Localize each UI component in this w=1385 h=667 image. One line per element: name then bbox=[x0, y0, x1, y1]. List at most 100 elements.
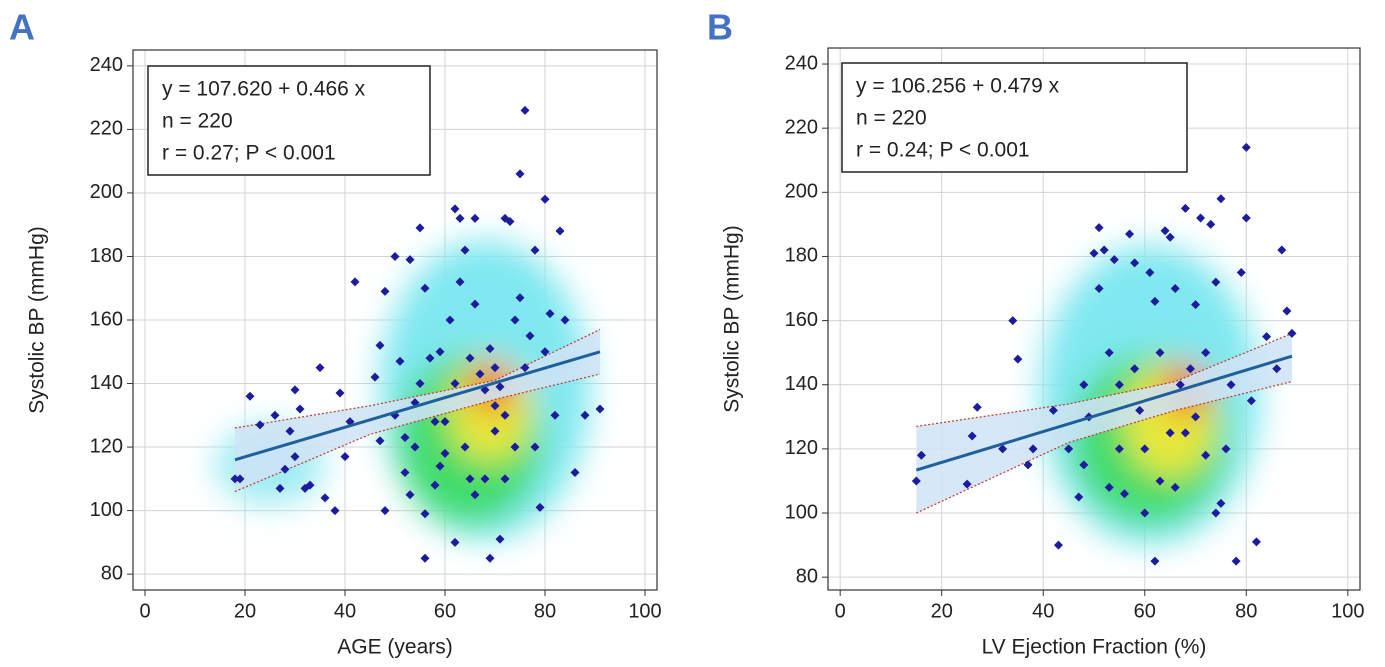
x-tick-label: 0 bbox=[139, 600, 150, 622]
data-point bbox=[470, 213, 480, 223]
data-point bbox=[1104, 482, 1114, 492]
data-point bbox=[555, 226, 565, 236]
data-point bbox=[1119, 489, 1129, 499]
data-point bbox=[405, 490, 415, 500]
x-tick-label: 80 bbox=[534, 600, 556, 622]
data-point bbox=[465, 353, 475, 363]
confidence-limit bbox=[916, 332, 1293, 428]
data-point bbox=[415, 379, 425, 389]
y-tick-label: 80 bbox=[101, 562, 123, 584]
data-point bbox=[450, 204, 460, 214]
y-tick-label: 240 bbox=[90, 54, 123, 76]
data-point bbox=[911, 476, 921, 486]
data-point bbox=[430, 417, 440, 427]
y-tick-label: 140 bbox=[90, 372, 123, 394]
data-point bbox=[465, 474, 475, 484]
x-tick-label: 40 bbox=[1032, 600, 1054, 622]
data-point bbox=[490, 401, 500, 411]
data-point bbox=[280, 464, 290, 474]
plot-area bbox=[133, 50, 657, 590]
y-tick-label: 200 bbox=[785, 181, 818, 203]
y-tick-label: 220 bbox=[785, 116, 818, 138]
data-point bbox=[455, 277, 465, 287]
data-point bbox=[1053, 540, 1063, 550]
data-point bbox=[1277, 245, 1287, 255]
data-point bbox=[1221, 444, 1231, 454]
data-point bbox=[455, 213, 465, 223]
data-point bbox=[1104, 348, 1114, 358]
data-point bbox=[275, 483, 285, 493]
data-point bbox=[375, 340, 385, 350]
data-point bbox=[1165, 428, 1175, 438]
data-point bbox=[450, 379, 460, 389]
data-point bbox=[1160, 226, 1170, 236]
data-point bbox=[440, 417, 450, 427]
annotation-text: y = 106.256 + 0.479 x bbox=[856, 75, 1060, 98]
y-tick-label: 120 bbox=[785, 437, 818, 459]
data-point bbox=[340, 452, 350, 462]
data-point bbox=[1191, 300, 1201, 310]
data-point bbox=[998, 444, 1008, 454]
data-point bbox=[1180, 428, 1190, 438]
x-tick-label: 0 bbox=[835, 600, 846, 622]
data-point bbox=[380, 506, 390, 516]
y-tick-label: 120 bbox=[90, 435, 123, 457]
data-point bbox=[1140, 444, 1150, 454]
data-point bbox=[595, 404, 605, 414]
plot-frame bbox=[132, 49, 658, 591]
data-point bbox=[1165, 232, 1175, 242]
y-tick-label: 180 bbox=[785, 245, 818, 267]
data-point bbox=[510, 442, 520, 452]
data-point bbox=[1206, 219, 1216, 229]
confidence-limit bbox=[234, 328, 601, 429]
data-point bbox=[400, 467, 410, 477]
confidence-band bbox=[916, 333, 1292, 514]
annotation-text: r = 0.27; P < 0.001 bbox=[162, 142, 336, 165]
data-point bbox=[1241, 213, 1251, 223]
data-point bbox=[270, 410, 280, 420]
data-point bbox=[550, 410, 560, 420]
data-point bbox=[1216, 194, 1226, 204]
data-point bbox=[1180, 203, 1190, 213]
data-point bbox=[1185, 364, 1195, 374]
data-point bbox=[490, 363, 500, 373]
x-axis-title: AGE (years) bbox=[337, 636, 453, 659]
data-point bbox=[1109, 255, 1119, 265]
data-point bbox=[1231, 556, 1241, 566]
data-point bbox=[285, 426, 295, 436]
data-point bbox=[1262, 332, 1272, 342]
data-point bbox=[435, 347, 445, 357]
data-point bbox=[1028, 444, 1038, 454]
annotation-box bbox=[841, 62, 1188, 173]
data-point bbox=[330, 506, 340, 516]
data-point bbox=[972, 402, 982, 412]
data-point bbox=[1282, 306, 1292, 316]
data-point bbox=[405, 255, 415, 265]
y-tick-label: 200 bbox=[90, 181, 123, 203]
data-point bbox=[445, 315, 455, 325]
data-point bbox=[475, 369, 485, 379]
data-point bbox=[1201, 348, 1211, 358]
data-point bbox=[520, 363, 530, 373]
data-point bbox=[967, 431, 977, 441]
annotation-box bbox=[147, 65, 431, 176]
data-point bbox=[1175, 380, 1185, 390]
data-point bbox=[235, 474, 245, 484]
x-tick-label: 60 bbox=[434, 600, 456, 622]
data-point bbox=[1114, 380, 1124, 390]
data-point bbox=[1236, 267, 1246, 277]
data-point bbox=[535, 502, 545, 512]
data-point bbox=[1272, 364, 1282, 374]
y-tick-label: 100 bbox=[90, 499, 123, 521]
data-point bbox=[470, 490, 480, 500]
data-point bbox=[530, 442, 540, 452]
data-point bbox=[540, 347, 550, 357]
data-point bbox=[530, 245, 540, 255]
data-point bbox=[1155, 348, 1165, 358]
data-point bbox=[1094, 223, 1104, 233]
data-point bbox=[500, 474, 510, 484]
x-tick-label: 80 bbox=[1235, 600, 1257, 622]
data-point bbox=[1191, 412, 1201, 422]
data-point bbox=[1150, 556, 1160, 566]
